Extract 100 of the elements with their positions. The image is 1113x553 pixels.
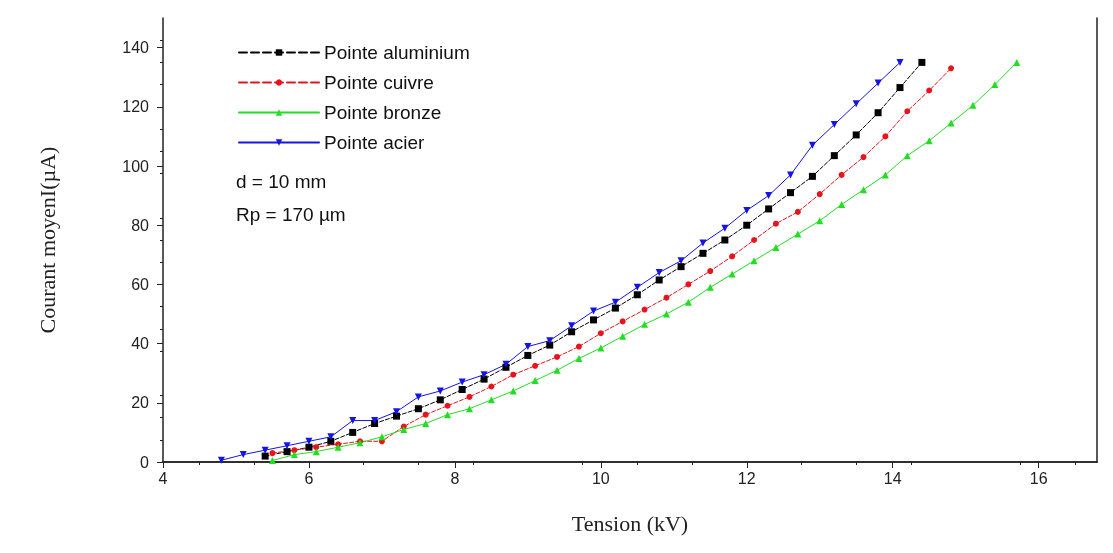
point (641, 320, 649, 328)
x-tick-label: 16 (1029, 469, 1048, 487)
legend-label: Pointe aluminium (324, 42, 470, 63)
point (852, 100, 860, 108)
point (896, 84, 904, 92)
point (444, 411, 452, 419)
point (458, 385, 466, 393)
point (422, 411, 429, 418)
point (436, 396, 444, 404)
point (261, 452, 269, 460)
point (444, 402, 451, 409)
x-tick-label: 6 (304, 469, 314, 487)
point (305, 443, 313, 451)
legend-label: Pointe acier (324, 132, 426, 153)
point (633, 291, 641, 299)
point (926, 87, 933, 94)
point (948, 65, 955, 72)
point (269, 450, 276, 457)
point (721, 236, 729, 244)
point (480, 375, 488, 383)
point (349, 428, 357, 436)
point (531, 377, 539, 385)
point (852, 131, 860, 139)
point (414, 393, 422, 401)
point (619, 332, 627, 340)
point (546, 337, 554, 345)
point (751, 237, 758, 243)
point (685, 281, 692, 288)
point (918, 58, 926, 66)
point (706, 283, 714, 291)
point (480, 371, 488, 379)
point (290, 451, 298, 459)
point (532, 362, 539, 369)
point (597, 344, 605, 352)
point (466, 393, 473, 400)
point (699, 239, 707, 247)
annotation: d = 10 mm (236, 171, 327, 192)
y-tick-label: 0 (140, 453, 150, 471)
point (1013, 58, 1021, 66)
point (787, 189, 795, 197)
point (655, 269, 663, 277)
point (510, 371, 517, 378)
point (882, 133, 889, 140)
point (590, 316, 598, 324)
point (830, 152, 838, 160)
point (393, 412, 400, 420)
point (619, 318, 626, 325)
point (677, 263, 685, 271)
point (838, 171, 845, 178)
point (896, 58, 904, 66)
x-tick-label: 8 (450, 469, 460, 487)
point (947, 119, 955, 127)
point (969, 101, 977, 109)
x-tick-label: 12 (737, 469, 756, 487)
point (772, 220, 779, 227)
y-tick-label: 60 (131, 275, 150, 293)
x-tick-label: 14 (883, 469, 902, 487)
point (794, 230, 802, 238)
y-axis-title: Courant moyenI(µA) (34, 146, 60, 334)
point (554, 353, 561, 360)
point (414, 405, 422, 413)
point (611, 304, 619, 312)
annotation: Rp = 170 µm (236, 204, 346, 225)
point (743, 221, 751, 229)
y-tick-label: 80 (131, 216, 150, 234)
legend-label: Pointe cuivre (324, 72, 434, 93)
x-tick-label: 10 (591, 469, 610, 487)
point (677, 257, 685, 265)
point (808, 172, 816, 180)
point (327, 433, 335, 441)
point (787, 171, 795, 179)
point (436, 387, 444, 395)
point (597, 330, 604, 337)
point (808, 141, 816, 149)
point (239, 451, 247, 459)
point (568, 328, 576, 336)
point (874, 109, 882, 117)
x-tick-label: 4 (158, 469, 168, 487)
point (393, 408, 400, 416)
point (283, 442, 291, 450)
point (524, 351, 532, 359)
point (750, 257, 758, 265)
point (575, 343, 582, 350)
point (699, 249, 707, 257)
legend-label: Pointe bronze (324, 102, 442, 123)
point (794, 208, 801, 215)
point (283, 448, 291, 456)
point (641, 306, 648, 313)
point (422, 420, 430, 428)
point (663, 294, 670, 301)
y-tick-label: 140 (122, 39, 150, 57)
point (575, 354, 583, 362)
point (524, 343, 532, 351)
point (327, 437, 335, 445)
point (655, 276, 663, 284)
point (662, 310, 670, 318)
point (349, 417, 357, 425)
point (553, 366, 561, 374)
point (860, 186, 867, 194)
point (729, 253, 736, 260)
